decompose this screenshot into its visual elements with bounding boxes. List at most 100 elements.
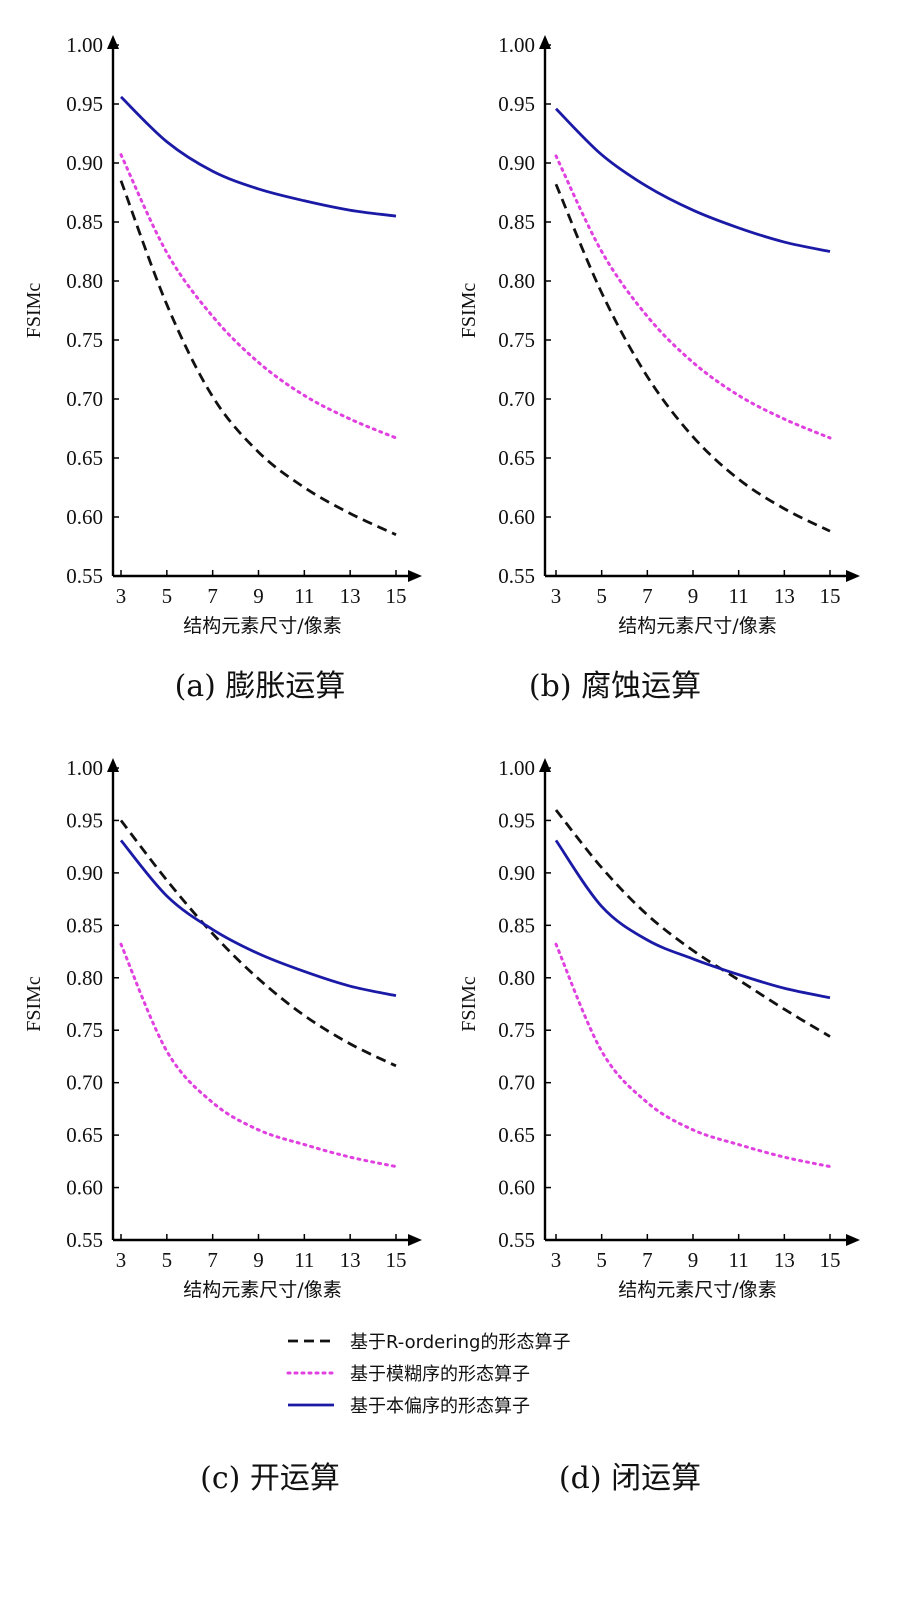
x-tick-label: 11 [294,584,314,608]
y-tick-label: 0.80 [66,966,103,990]
y-tick-label: 0.60 [498,1176,535,1200]
x-tick-label: 15 [820,584,841,608]
y-tick-label: 0.85 [498,913,535,937]
y-tick-label: 0.75 [66,328,103,352]
x-tick-label: 3 [116,584,127,608]
x-axis-arrow-icon [846,1234,860,1246]
x-tick-label: 7 [207,584,218,608]
series-line-dotted [554,154,832,440]
x-axis-label: 结构元素尺寸/像素 [618,1279,776,1301]
x-axis-label: 结构元素尺寸/像素 [618,615,776,637]
y-tick-label: 0.85 [66,913,103,937]
y-tick-label: 0.70 [498,1071,535,1095]
x-tick-label: 15 [386,584,407,608]
y-tick-label: 0.70 [66,1071,103,1095]
x-tick-label: 5 [596,1248,607,1272]
series-line-solid [554,839,831,1000]
series-line-solid [119,839,397,997]
x-axis-label: 结构元素尺寸/像素 [183,1279,341,1301]
x-tick-label: 11 [729,1248,749,1272]
x-tick-label: 9 [688,584,699,608]
y-tick-label: 0.60 [66,1176,103,1200]
y-tick-label: 1.00 [66,756,103,780]
y-tick-label: 0.95 [498,808,535,832]
legend-label: 基于模糊序的形态算子 [350,1364,530,1385]
panel-caption: (b) 腐蚀运算 [529,669,701,704]
x-tick-label: 9 [688,1248,699,1272]
x-tick-label: 5 [596,584,607,608]
x-axis-arrow-icon [408,570,422,582]
y-tick-label: 0.55 [66,564,103,588]
y-axis-arrow-icon [107,35,119,49]
y-tick-label: 0.75 [498,328,535,352]
y-tick-label: 0.80 [66,269,103,293]
y-tick-label: 0.75 [66,1018,103,1042]
y-tick-label: 0.55 [66,1228,103,1252]
y-tick-label: 0.60 [498,505,535,529]
x-tick-label: 3 [551,1248,562,1272]
x-tick-label: 7 [207,1248,218,1272]
x-tick-label: 9 [253,1248,264,1272]
y-tick-label: 0.90 [498,861,535,885]
legend-label: 基于本偏序的形态算子 [350,1396,530,1417]
y-axis-arrow-icon [107,758,119,772]
series-line-dotted [119,153,398,440]
panel-caption: (a) 膨胀运算 [175,669,346,704]
panel-caption: (c) 开运算 [200,1461,340,1496]
series-line-solid [120,95,397,218]
x-axis-arrow-icon [846,570,860,582]
y-tick-label: 0.55 [498,1228,535,1252]
y-tick-label: 0.80 [498,269,535,293]
y-tick-label: 0.95 [66,92,103,116]
chart-panel-a: 0.55 0.60 0.65 0.70 0.75 0.80 0.85 0.90 0.95 1.00… [23,33,422,704]
x-tick-label: 11 [294,1248,314,1272]
y-tick-label: 0.75 [498,1018,535,1042]
y-axis-label: FSIMc [458,283,480,339]
x-axis-arrow-icon [408,1234,422,1246]
chart-panel-d: 0.55 0.60 0.65 0.70 0.75 0.80 0.85 0.90 0.95 1.00… [458,756,860,1496]
y-tick-label: 1.00 [498,756,535,780]
x-tick-label: 15 [820,1248,841,1272]
y-tick-label: 0.90 [66,861,103,885]
y-tick-label: 0.70 [66,387,103,411]
x-tick-label: 7 [642,1248,653,1272]
x-tick-label: 3 [116,1248,127,1272]
series-line-dashed [119,819,397,1068]
y-tick-label: 0.65 [66,1123,103,1147]
y-tick-label: 1.00 [498,33,535,57]
y-tick-label: 1.00 [66,33,103,57]
x-tick-label: 5 [162,1248,173,1272]
y-tick-label: 0.65 [498,446,535,470]
series-line-dashed [554,809,831,1038]
x-tick-label: 5 [162,584,173,608]
x-tick-label: 13 [774,1248,795,1272]
panel-caption: (d) 闭运算 [559,1461,701,1496]
y-tick-label: 0.95 [498,92,535,116]
legend-label: 基于R-ordering的形态算子 [350,1332,570,1353]
y-tick-label: 0.65 [498,1123,535,1147]
x-tick-label: 9 [253,584,264,608]
y-tick-label: 0.55 [498,564,535,588]
y-tick-label: 0.85 [498,210,535,234]
y-axis-arrow-icon [539,35,551,49]
series-line-dotted [119,942,398,1169]
y-axis-label: FSIMc [458,976,480,1032]
y-tick-label: 0.70 [498,387,535,411]
x-tick-label: 11 [729,584,749,608]
y-tick-label: 0.95 [66,808,103,832]
chart-panel-c: 0.55 0.60 0.65 0.70 0.75 0.80 0.85 0.90 0.95 1.00… [23,756,422,1496]
y-tick-label: 0.90 [66,151,103,175]
x-axis-label: 结构元素尺寸/像素 [183,615,341,637]
series-line-solid [555,107,831,253]
y-axis-label: FSIMc [23,976,45,1032]
x-tick-label: 7 [642,584,653,608]
y-tick-label: 0.80 [498,966,535,990]
x-tick-label: 3 [551,584,562,608]
y-tick-label: 0.60 [66,505,103,529]
x-tick-label: 13 [340,584,361,608]
y-tick-label: 0.65 [66,446,103,470]
series-line-dashed [554,183,831,533]
y-tick-label: 0.90 [498,151,535,175]
